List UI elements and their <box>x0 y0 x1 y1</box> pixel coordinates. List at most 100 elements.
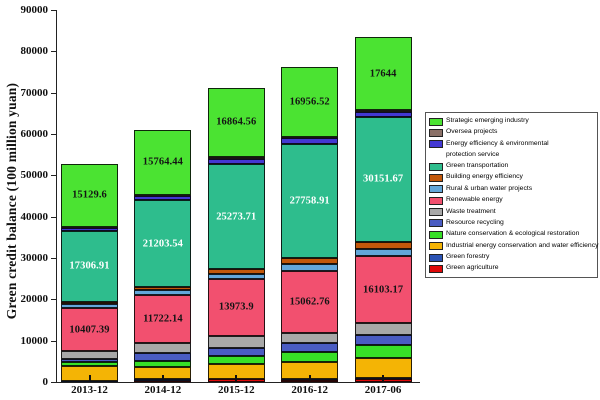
y-tick-label: 80000 <box>20 45 49 58</box>
legend-item: Energy efficiency & environmental protect… <box>428 139 595 161</box>
segment-value-label: 17306.91 <box>69 260 110 272</box>
bar-segment: 27758.91 <box>281 143 339 259</box>
x-tick-label: 2017-06 <box>364 384 402 396</box>
bar-segment <box>207 268 265 274</box>
bar-segment <box>354 335 412 346</box>
segment-value-label: 15764.44 <box>142 156 183 168</box>
y-tick-label: 60000 <box>20 128 49 140</box>
bar-segment <box>281 343 339 352</box>
legend-item-label: Resource recycling <box>446 218 504 226</box>
bar-segment <box>61 227 118 231</box>
legend-swatch <box>429 162 443 171</box>
segment-value-label: 25273.71 <box>216 211 257 223</box>
y-tick-mark <box>51 51 56 53</box>
x-tick-label: 2016-12 <box>291 384 329 396</box>
x-tick-mark <box>161 375 164 381</box>
bar-segment: 17644 <box>354 37 412 111</box>
bar-segment <box>207 157 265 160</box>
legend-swatch <box>429 219 443 228</box>
legend-swatch <box>429 253 443 262</box>
bar-segment <box>134 287 192 291</box>
legend-item-label: Energy efficiency & environmental protect… <box>446 139 549 158</box>
bar-segment: 10407.39 <box>61 308 118 352</box>
y-tick-mark <box>51 134 56 135</box>
bar-segment <box>207 336 265 348</box>
bar-segment <box>354 345 412 358</box>
legend-swatch <box>429 208 443 216</box>
legend-item: Strategic emerging industry <box>428 116 595 127</box>
bar-segment: 30151.67 <box>354 116 412 242</box>
bar-segment <box>134 290 192 295</box>
legend-item: Green transportation <box>428 161 595 172</box>
legend-swatch <box>429 242 443 251</box>
bar-segment <box>281 333 339 344</box>
legend-item: Nature conservation & ecological restora… <box>428 229 595 240</box>
x-tick-label: 2013-12 <box>71 384 108 396</box>
y-tick-mark <box>51 299 56 301</box>
bar-segment <box>134 196 192 200</box>
segment-value-label: 15129.6 <box>72 189 107 201</box>
bar-segment: 25273.71 <box>207 164 265 269</box>
bar-segment <box>281 258 339 265</box>
bar-segment <box>61 304 118 309</box>
segment-value-label: 17644 <box>369 68 397 80</box>
bar-segment: 16103.17 <box>354 256 412 323</box>
bar-segment <box>354 323 412 336</box>
x-tick-mark <box>235 375 238 381</box>
legend-item-label: Oversea projects <box>446 128 498 136</box>
y-tick-mark <box>51 258 56 259</box>
legend-item: Renewable energy <box>428 195 595 206</box>
y-tick-label: 90000 <box>20 4 49 16</box>
y-tick-label: 10000 <box>20 334 49 347</box>
x-tick-mark <box>88 375 91 381</box>
legend-swatch <box>429 264 443 273</box>
bar-segment: 15129.6 <box>61 164 118 227</box>
x-axis-line <box>56 382 420 383</box>
bar-segment <box>61 362 118 367</box>
y-tick-mark <box>51 10 56 11</box>
legend-swatch <box>429 128 443 137</box>
bar-segment: 17306.91 <box>61 230 118 303</box>
segment-value-label: 16956.52 <box>289 96 330 108</box>
x-tick-mark <box>308 375 311 381</box>
segment-value-label: 13973.9 <box>218 301 254 313</box>
legend-item: Rural & urban water projects <box>428 184 595 195</box>
y-axis-line <box>56 10 57 383</box>
bar-segment <box>61 359 118 363</box>
bar-segment: 16956.52 <box>281 66 339 137</box>
y-tick-label: 40000 <box>20 210 49 223</box>
bar-segment <box>207 347 265 357</box>
legend-item-label: Green forestry <box>446 253 490 260</box>
legend-item: Building energy efficiency <box>428 172 595 183</box>
bar-segment: 16864.56 <box>207 87 265 158</box>
bar-segment <box>281 264 339 272</box>
legend-item-label: Green agriculture <box>446 264 499 272</box>
legend-item-label: Building energy efficiency <box>446 173 523 181</box>
y-tick-label: 50000 <box>20 169 49 182</box>
bar-segment: 11722.14 <box>134 294 192 343</box>
segment-value-label: 27758.91 <box>289 195 330 207</box>
bar-segment <box>207 159 265 165</box>
bar-segment <box>354 111 412 117</box>
legend-item-label: Strategic emerging industry <box>446 117 529 124</box>
segment-value-label: 15062.76 <box>289 296 330 308</box>
bar-segment <box>281 138 339 144</box>
legend-item: Resource recycling <box>428 218 595 229</box>
y-tick-mark <box>51 175 56 177</box>
legend-item: Green forestry <box>428 252 595 263</box>
segment-value-label: 16864.56 <box>216 116 257 128</box>
legend-item-label: Green transportation <box>446 162 509 169</box>
y-tick-mark <box>51 216 56 218</box>
x-tick-mark <box>382 375 385 381</box>
bar-segment <box>354 248 412 257</box>
legend-swatch <box>429 173 443 182</box>
bar-segment <box>61 351 118 360</box>
y-tick-label: 20000 <box>20 293 49 306</box>
legend-item: Green agriculture <box>428 263 595 274</box>
legend-swatch <box>429 185 443 194</box>
legend-swatch <box>429 230 443 239</box>
legend-item: Waste treatment <box>428 207 595 218</box>
segment-value-label: 21203.54 <box>142 238 183 250</box>
y-tick-label: 0 <box>42 376 49 388</box>
bar-segment <box>61 302 118 305</box>
